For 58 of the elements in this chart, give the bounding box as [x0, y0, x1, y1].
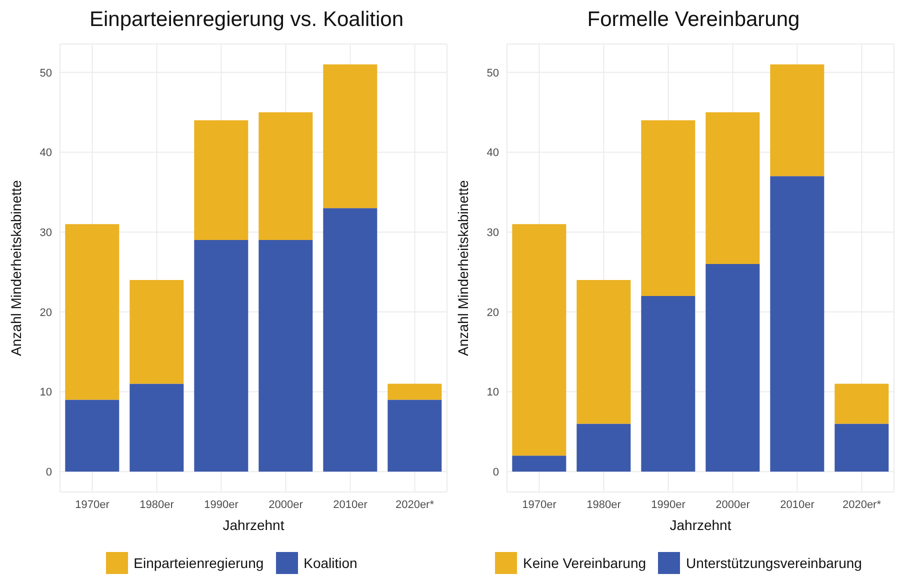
bar: [706, 264, 760, 472]
y-tick-label: 50: [40, 67, 52, 80]
bar: [65, 224, 120, 400]
bar: [194, 120, 248, 240]
x-tick-label: 1990er: [204, 498, 239, 511]
bar: [641, 296, 696, 472]
y-tick-label: 40: [486, 147, 499, 160]
bar: [770, 176, 824, 472]
y-tick-label: 30: [40, 226, 52, 239]
x-tick-label: 1980er: [586, 498, 622, 511]
bar: [388, 400, 442, 472]
bar: [770, 64, 824, 176]
bar: [512, 456, 566, 472]
y-tick-label: 0: [492, 466, 499, 479]
y-axis-title: Anzahl Minderheitskabinette: [8, 180, 24, 356]
bar: [65, 400, 120, 472]
y-tick-label: 10: [40, 386, 52, 399]
bar: [576, 280, 631, 424]
bar: [512, 224, 566, 456]
y-tick-label: 50: [486, 67, 499, 80]
y-tick-label: 40: [40, 147, 52, 160]
x-tick-label: 2000er: [716, 498, 750, 511]
x-axis-title: Jahrzehnt: [670, 517, 732, 533]
legend-label: Einparteienregierung: [134, 555, 264, 571]
y-tick-label: 30: [486, 226, 499, 239]
bar: [834, 384, 889, 424]
legend-label: Keine Vereinbarung: [523, 555, 646, 571]
x-tick-label: 2010er: [333, 498, 368, 511]
x-tick-label: 2020er*: [395, 498, 435, 511]
x-tick-label: 1970er: [522, 498, 557, 511]
y-axis-title: Anzahl Minderheitskabinette: [454, 180, 471, 356]
x-tick-label: 1970er: [75, 498, 110, 511]
y-tick-label: 10: [486, 386, 499, 399]
bar: [576, 424, 631, 472]
bar: [323, 64, 378, 208]
y-tick-label: 20: [40, 306, 52, 319]
bar: [194, 240, 248, 472]
legend-label: Unterstützungsvereinbarung: [686, 555, 862, 571]
bar: [258, 240, 313, 472]
bar: [641, 120, 696, 296]
chart-title: Formelle Vereinbarung: [586, 8, 801, 33]
x-tick-label: 2020er*: [842, 498, 882, 511]
bar: [388, 384, 442, 400]
x-tick-label: 2010er: [780, 498, 815, 511]
x-tick-label: 1990er: [651, 498, 686, 511]
bar: [706, 112, 760, 264]
legend-label: Koalition: [304, 555, 358, 571]
y-tick-label: 0: [46, 466, 52, 479]
bar: [130, 280, 184, 384]
x-tick-label: 1980er: [140, 498, 174, 511]
chart-title: Einparteienregierung vs. Koalition: [88, 8, 405, 33]
bar: [130, 384, 184, 472]
x-tick-label: 2000er: [268, 498, 304, 511]
x-axis-title: Jahrzehnt: [222, 517, 284, 533]
y-tick-label: 20: [486, 306, 499, 319]
bar: [834, 424, 889, 472]
bar: [323, 208, 378, 472]
bar: [258, 112, 313, 240]
